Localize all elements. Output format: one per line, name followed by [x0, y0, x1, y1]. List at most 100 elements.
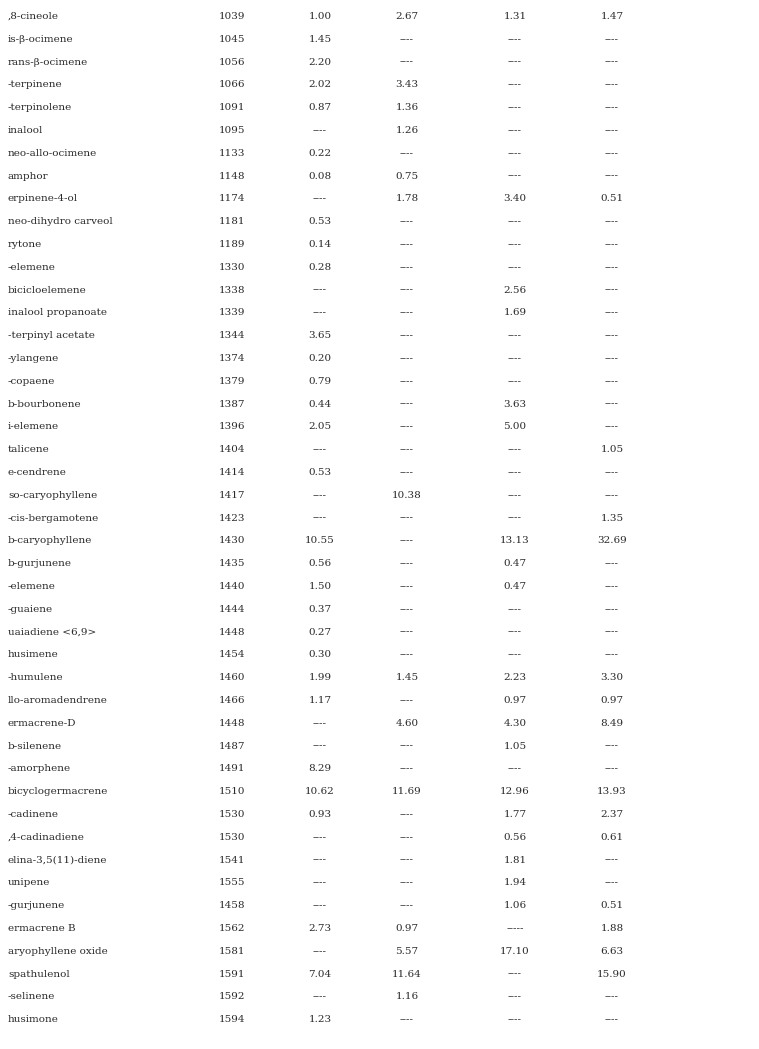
Text: ----: ---- — [605, 423, 619, 431]
Text: 1.26: 1.26 — [395, 126, 418, 135]
Text: ----: ---- — [508, 491, 522, 499]
Text: ----: ---- — [508, 240, 522, 249]
Text: ----: ---- — [508, 445, 522, 454]
Text: 0.51: 0.51 — [600, 194, 624, 204]
Text: -gurjunene: -gurjunene — [8, 901, 65, 911]
Text: -elemene: -elemene — [8, 582, 56, 591]
Text: 1.88: 1.88 — [600, 924, 624, 933]
Text: 1379: 1379 — [219, 377, 245, 386]
Text: 1174: 1174 — [219, 194, 245, 204]
Text: ----: ---- — [313, 126, 327, 135]
Text: ----: ---- — [400, 58, 414, 66]
Text: ----: ---- — [400, 878, 414, 887]
Text: ----: ---- — [400, 810, 414, 819]
Text: 2.67: 2.67 — [395, 12, 418, 21]
Text: ----: ---- — [400, 149, 414, 157]
Text: 2.05: 2.05 — [308, 423, 332, 431]
Text: 0.51: 0.51 — [600, 901, 624, 911]
Text: ----: ---- — [605, 856, 619, 864]
Text: ----: ---- — [313, 445, 327, 454]
Text: elina-3,5(11)-diene: elina-3,5(11)-diene — [8, 856, 108, 864]
Text: ----: ---- — [400, 468, 414, 477]
Text: ermacrene B: ermacrene B — [8, 924, 76, 933]
Text: 1.31: 1.31 — [503, 12, 527, 21]
Text: so-caryophyllene: so-caryophyllene — [8, 491, 97, 499]
Text: bicicloelemene: bicicloelemene — [8, 285, 87, 295]
Text: ----: ---- — [508, 1015, 522, 1024]
Text: ----: ---- — [508, 149, 522, 157]
Text: 0.14: 0.14 — [308, 240, 332, 249]
Text: uaiadiene <6,9>: uaiadiene <6,9> — [8, 627, 96, 637]
Text: b-bourbonene: b-bourbonene — [8, 400, 82, 409]
Text: ----: ---- — [508, 331, 522, 340]
Text: 1530: 1530 — [219, 833, 245, 841]
Text: 13.13: 13.13 — [500, 536, 530, 545]
Text: ----: ---- — [313, 742, 327, 751]
Text: ----: ---- — [605, 582, 619, 591]
Text: ,8-cineole: ,8-cineole — [8, 12, 59, 21]
Text: ----: ---- — [508, 263, 522, 272]
Text: ----: ---- — [400, 536, 414, 545]
Text: 0.53: 0.53 — [308, 468, 332, 477]
Text: inalool: inalool — [8, 126, 43, 135]
Text: ----: ---- — [508, 605, 522, 614]
Text: 0.47: 0.47 — [503, 582, 527, 591]
Text: ----: ---- — [605, 81, 619, 89]
Text: 13.93: 13.93 — [597, 787, 627, 796]
Text: ----: ---- — [400, 308, 414, 318]
Text: 1.00: 1.00 — [308, 12, 332, 21]
Text: ----: ---- — [508, 126, 522, 135]
Text: ----: ---- — [400, 605, 414, 614]
Text: ----: ---- — [313, 491, 327, 499]
Text: llo-aromadendrene: llo-aromadendrene — [8, 695, 108, 705]
Text: -amorphene: -amorphene — [8, 765, 71, 773]
Text: ----: ---- — [605, 377, 619, 386]
Text: ermacrene-D: ermacrene-D — [8, 719, 77, 728]
Text: -----: ----- — [506, 924, 524, 933]
Text: -elemene: -elemene — [8, 263, 56, 272]
Text: ----: ---- — [313, 719, 327, 728]
Text: ----: ---- — [400, 354, 414, 363]
Text: ----: ---- — [605, 992, 619, 1002]
Text: 1056: 1056 — [219, 58, 245, 66]
Text: ----: ---- — [605, 35, 619, 44]
Text: ----: ---- — [508, 172, 522, 180]
Text: 1.36: 1.36 — [395, 103, 418, 112]
Text: -ylangene: -ylangene — [8, 354, 59, 363]
Text: ----: ---- — [400, 742, 414, 751]
Text: rans-β-ocimene: rans-β-ocimene — [8, 58, 88, 66]
Text: ----: ---- — [605, 263, 619, 272]
Text: i-elemene: i-elemene — [8, 423, 59, 431]
Text: ----: ---- — [400, 400, 414, 409]
Text: b-silenene: b-silenene — [8, 742, 62, 751]
Text: 32.69: 32.69 — [597, 536, 627, 545]
Text: ----: ---- — [605, 240, 619, 249]
Text: 1440: 1440 — [219, 582, 245, 591]
Text: ----: ---- — [605, 308, 619, 318]
Text: ----: ---- — [605, 172, 619, 180]
Text: amphor: amphor — [8, 172, 49, 180]
Text: 1.17: 1.17 — [308, 695, 332, 705]
Text: 1.06: 1.06 — [503, 901, 527, 911]
Text: 0.56: 0.56 — [308, 559, 332, 569]
Text: -humulene: -humulene — [8, 673, 64, 682]
Text: ----: ---- — [400, 901, 414, 911]
Text: ----: ---- — [400, 559, 414, 569]
Text: ----: ---- — [313, 194, 327, 204]
Text: ----: ---- — [605, 149, 619, 157]
Text: 12.96: 12.96 — [500, 787, 530, 796]
Text: 1.23: 1.23 — [308, 1015, 332, 1024]
Text: ----: ---- — [605, 468, 619, 477]
Text: 4.30: 4.30 — [503, 719, 527, 728]
Text: spathulenol: spathulenol — [8, 969, 70, 979]
Text: ----: ---- — [400, 833, 414, 841]
Text: 3.30: 3.30 — [600, 673, 624, 682]
Text: 1592: 1592 — [219, 992, 245, 1002]
Text: e-cendrene: e-cendrene — [8, 468, 67, 477]
Text: ----: ---- — [508, 627, 522, 637]
Text: 1491: 1491 — [219, 765, 245, 773]
Text: husimene: husimene — [8, 650, 58, 660]
Text: ----: ---- — [605, 765, 619, 773]
Text: -guaiene: -guaiene — [8, 605, 53, 614]
Text: ----: ---- — [400, 445, 414, 454]
